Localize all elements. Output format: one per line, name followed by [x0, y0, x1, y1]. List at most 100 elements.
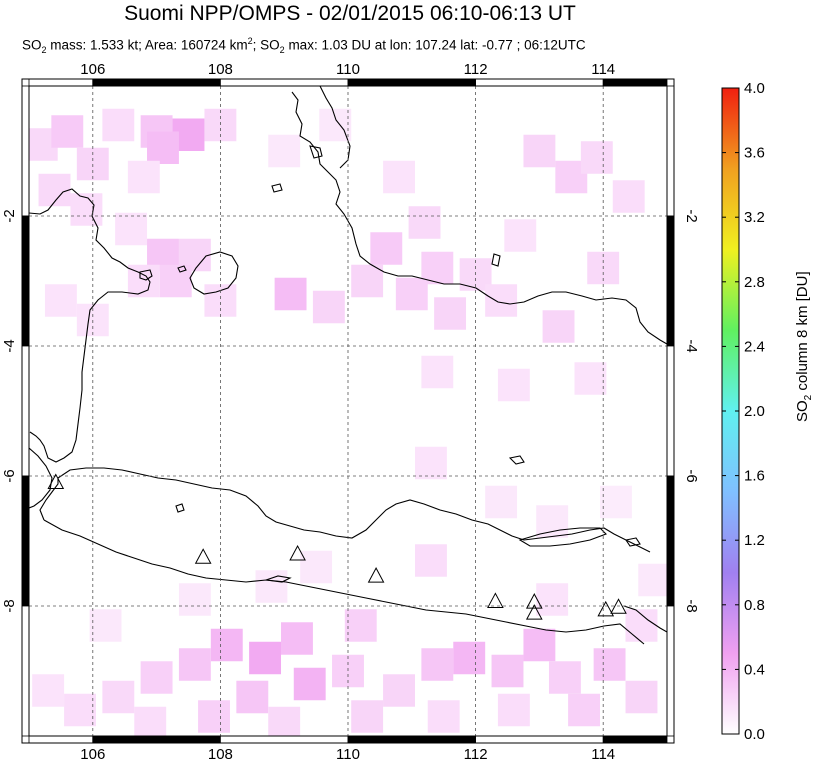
coastline-nusakambangan	[265, 575, 292, 583]
coastline-small-island-5	[175, 503, 185, 513]
volcano-triangle	[47, 473, 65, 489]
colorbar-title-text: column 8 km [DU]	[794, 271, 811, 395]
volcano-triangle	[597, 600, 615, 617]
frame-bar-right	[666, 605, 675, 737]
so2-pixel	[421, 355, 454, 389]
frame-bar-bottom	[475, 735, 604, 744]
so2-pixel	[198, 700, 230, 733]
so2-pixel	[370, 232, 403, 265]
lat-tick-label-left: -8	[1, 599, 18, 612]
subtitle-max-prefix: ; SO	[252, 37, 280, 53]
lat-tick-label-right: -6	[683, 469, 700, 482]
so2-pixel	[44, 284, 77, 317]
so2-pixel	[178, 583, 211, 616]
so2-pixel	[523, 134, 556, 168]
so2-pixel	[491, 654, 524, 688]
lon-tick-label-top: 110	[336, 61, 360, 78]
coastline-bali	[623, 605, 667, 633]
so2-pixel	[159, 264, 192, 298]
colorbar-title: SO2 column 8 km [DU]	[794, 271, 814, 422]
frame-bar-top	[602, 78, 668, 87]
coastline-sumatra	[29, 188, 151, 463]
so2-pixel	[281, 622, 313, 655]
colorbar-tick-label: 4.0	[744, 80, 765, 97]
coastline-bangka	[189, 251, 239, 295]
frame-bar-left	[21, 85, 30, 217]
so2-pixel	[536, 583, 569, 616]
so2-pixel	[421, 648, 454, 681]
so2-pixel	[32, 674, 65, 707]
frame-bar-left	[21, 605, 30, 737]
coastline-borneo-north	[319, 86, 351, 169]
so2-pixel	[434, 297, 467, 330]
frame-bar-bottom	[347, 735, 476, 744]
coastline-karimunjawa	[508, 455, 525, 465]
coastline-small-island-4	[491, 253, 501, 267]
so2-pixel	[351, 264, 384, 298]
lon-tick-label-bottom: 106	[80, 746, 105, 759]
coastline-sumatra-strait	[29, 447, 53, 509]
coastline-small-island-3	[271, 183, 283, 193]
so2-pixel	[414, 446, 447, 480]
frame-bar-right	[666, 215, 675, 347]
volcano-triangle	[487, 592, 504, 608]
frame-bar-top	[92, 78, 221, 87]
coastline-java-north	[57, 467, 651, 553]
coastline-borneo	[291, 91, 667, 345]
so2-pixel	[593, 648, 626, 681]
frame-bar-bottom	[602, 735, 668, 744]
so2-pixel	[536, 505, 569, 538]
so2-pixel	[312, 290, 345, 324]
volcano-triangle	[289, 544, 306, 561]
lat-tick-label-right: -4	[683, 339, 700, 352]
colorbar-tick-label: 0.4	[744, 661, 765, 678]
lat-tick-label-left: -4	[1, 339, 18, 352]
colorbar-tick-label: 2.8	[744, 274, 765, 291]
colorbar-tick-label: 1.6	[744, 468, 765, 485]
so2-pixel	[293, 667, 326, 701]
subtitle-max-text: max: 1.03 DU at lon: 107.24 lat: -0.77 ;…	[284, 37, 586, 53]
so2-pixel	[300, 550, 333, 584]
frame-bar-bottom	[28, 735, 94, 744]
so2-pixel	[140, 661, 173, 694]
volcano-triangle	[367, 567, 385, 583]
so2-pixel	[236, 680, 269, 714]
so2-pixel	[268, 706, 301, 736]
volcano-triangle	[525, 593, 543, 609]
so2-pixel	[542, 310, 575, 343]
so2-pixel	[625, 680, 658, 714]
so2-pixel	[344, 609, 377, 642]
so2-pixel	[102, 108, 135, 142]
subtitle-mass-text: mass: 1.533 kt; Area: 160724 km	[46, 37, 248, 53]
so2-pixel	[89, 609, 122, 642]
so2-pixel	[638, 563, 667, 597]
coastline-java-south	[43, 519, 645, 645]
so2-pixel	[255, 570, 288, 603]
lon-tick-label-top: 108	[208, 61, 233, 78]
lat-tick-label-left: -6	[1, 469, 18, 482]
so2-pixel	[351, 700, 384, 733]
so2-pixel	[408, 206, 441, 239]
graticule	[29, 86, 667, 736]
so2-pixel	[127, 160, 160, 194]
so2-pixel	[38, 173, 71, 207]
colorbar-tick-label: 3.2	[744, 209, 765, 226]
so2-pixel	[497, 368, 530, 402]
coastline-small-island-2	[177, 265, 187, 273]
lon-tick-label-top: 106	[80, 61, 105, 78]
lon-tick-label-bottom: 110	[336, 746, 360, 759]
colorbar: 4.0 3.6 3.2 2.8 2.4 2.0 1.6 1.2 0.8 0.4 0.0	[721, 80, 765, 743]
frame-inner-border	[28, 85, 668, 737]
coastline-kangean	[625, 537, 641, 547]
frame-bar-top	[475, 78, 604, 87]
so2-pixel	[485, 485, 518, 519]
so2-pixel-layer	[29, 108, 667, 736]
so2-pixel	[414, 544, 447, 577]
so2-pixel	[147, 131, 179, 164]
so2-pixel	[485, 284, 518, 317]
so2-pixel	[102, 680, 135, 714]
volcano-markers	[47, 473, 627, 620]
map-tick-labels: 106 106 108 108 110 110 112 112 114 114 -2 -2 -4 -4 -6…	[1, 61, 700, 759]
so2-pixel	[51, 115, 84, 148]
frame-bar-right	[666, 85, 675, 217]
